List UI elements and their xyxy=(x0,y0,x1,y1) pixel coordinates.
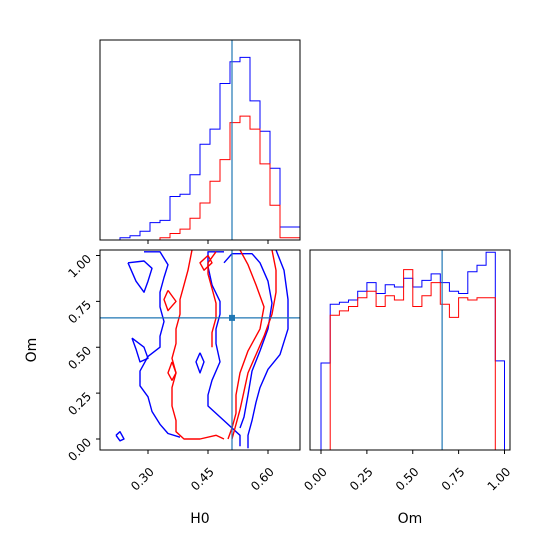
joint-contour-series_a-4 xyxy=(223,253,273,429)
h0-histogram-series-0 xyxy=(100,56,300,240)
joint-contour-series_a-2 xyxy=(131,337,149,363)
top-panel-frame xyxy=(99,39,301,241)
joint-contour-series_b-4 xyxy=(227,250,265,440)
h0-histogram-panel xyxy=(100,40,300,240)
joint-contour-series_b-6 xyxy=(167,361,177,381)
om-x-tick-label: 0.75 xyxy=(439,465,468,494)
joint-y-axis-title: Om xyxy=(24,338,40,363)
joint-contour-series_a-5 xyxy=(247,250,289,449)
joint-panel-frame xyxy=(99,249,301,451)
om-y-tick-label: 0.00 xyxy=(65,435,94,464)
om-histogram-panel xyxy=(320,250,505,450)
joint-contour-series_a-6 xyxy=(195,352,205,374)
om-x-tick-label: 0.00 xyxy=(301,465,330,494)
om-panel-frame xyxy=(309,249,511,451)
om-x-tick-label: 1.00 xyxy=(485,465,514,494)
joint-contour-series_a-1 xyxy=(127,260,153,293)
om-y-tick-label: 1.00 xyxy=(65,252,94,281)
truth-marker xyxy=(229,314,235,321)
om-y-tick-label: 0.50 xyxy=(65,343,94,372)
h0-tick-label: 0.60 xyxy=(248,465,277,494)
joint-contour-series_b-5 xyxy=(231,250,277,440)
joint-contour-series_a-7 xyxy=(115,431,125,442)
om-histogram-series-1 xyxy=(321,269,505,450)
joint-contour-series_b-1 xyxy=(163,289,177,312)
h0-axis-title: H0 xyxy=(190,511,209,527)
joint-contour-series_a-0 xyxy=(139,251,181,438)
joint-contour-series_a-3 xyxy=(207,251,241,447)
om-axis-title: Om xyxy=(398,511,423,527)
h0-tick-label: 0.30 xyxy=(128,465,157,494)
joint-contour-series_b-2 xyxy=(199,254,213,271)
om-y-tick-label: 0.75 xyxy=(65,298,94,327)
om-x-tick-label: 0.25 xyxy=(347,465,376,494)
joint-contour-series_b-3 xyxy=(207,251,217,348)
om-y-tick-label: 0.25 xyxy=(65,389,94,418)
h0-histogram-series-1 xyxy=(100,115,300,240)
joint-contour-panel xyxy=(100,250,300,450)
h0-tick-label: 0.45 xyxy=(188,465,217,494)
om-x-tick-label: 0.50 xyxy=(393,465,422,494)
